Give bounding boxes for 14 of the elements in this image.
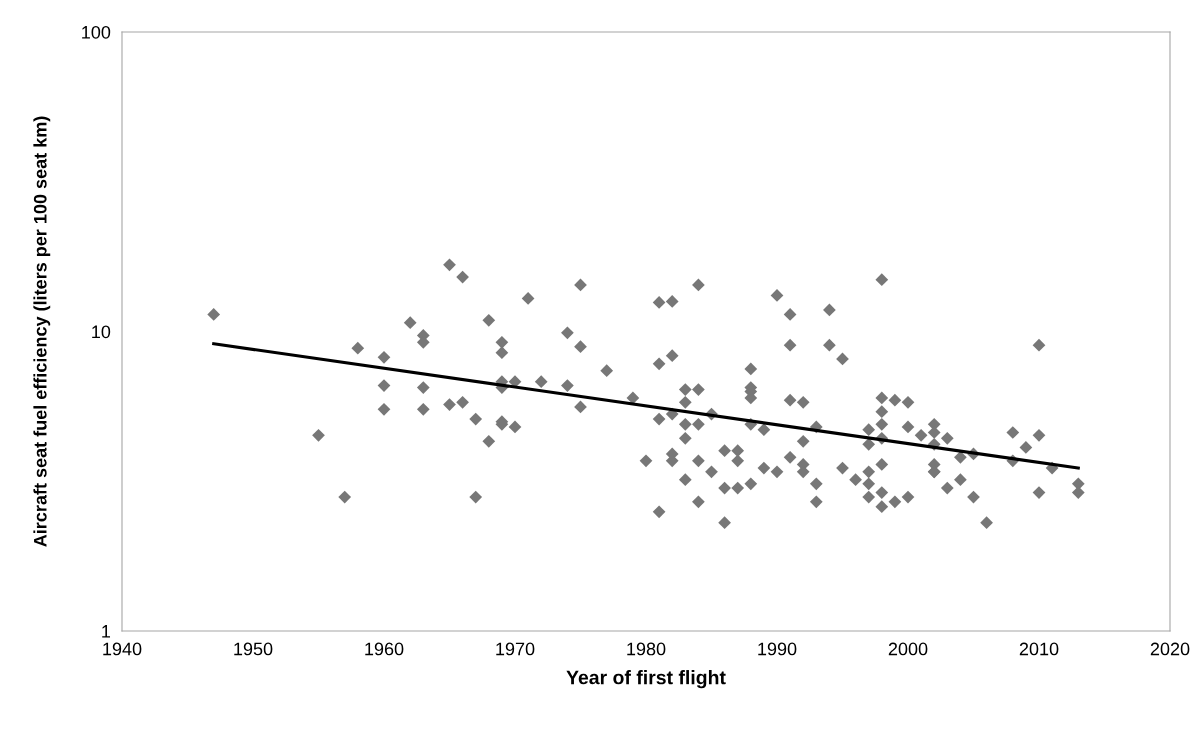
x-tick-label: 2000 [888,642,928,656]
y-tick-label: 100 [82,25,111,39]
x-tick-label: 1980 [627,642,666,656]
x-tick-label: 1970 [496,642,535,656]
x-axis-title: Year of first flight [566,670,726,689]
x-tick-label: 2010 [1019,642,1059,656]
x-tick-label: 1960 [365,642,404,656]
y-tick-label: 1 [102,625,111,638]
y-tick-label: 10 [92,325,111,339]
x-tick-label: 1940 [103,642,142,656]
y-axis-title: Aircraft seat fuel efficiency (liters per 100 seat km) [33,116,51,547]
x-tick-label: 1950 [234,642,273,656]
x-tick-label: 1990 [758,642,797,656]
x-tick-label: 2020 [1150,642,1190,656]
